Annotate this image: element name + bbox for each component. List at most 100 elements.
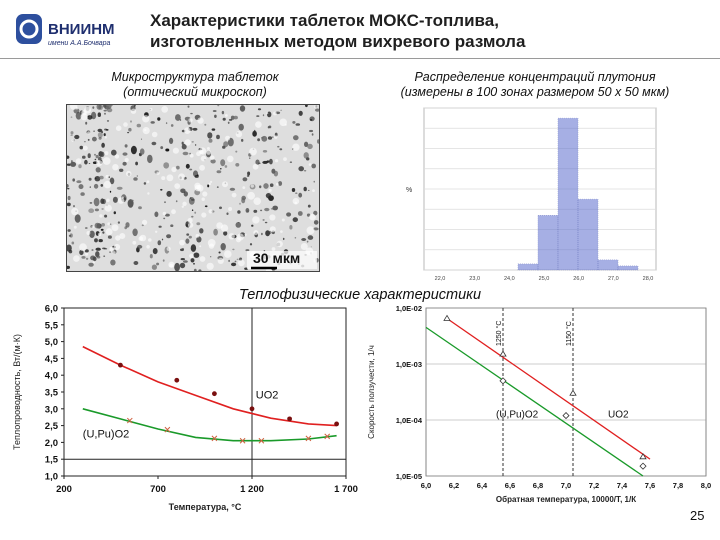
pore-spot <box>239 202 241 205</box>
pore-spot <box>261 136 264 139</box>
pore-spot <box>81 256 86 259</box>
pore-spot <box>307 204 311 208</box>
pore-spot <box>143 182 147 185</box>
y-tick-label: 5,5 <box>45 320 59 331</box>
pore-spot <box>315 108 320 112</box>
creep-rate-chart: 1,0E-02 1,0E-03 1,0E-04 1,0E-05 6,0 6,2 6,4 6,6… <box>360 300 720 520</box>
pore-spot <box>262 114 265 117</box>
pore-spot <box>85 121 88 125</box>
pore-spot <box>207 184 210 188</box>
pore-spot <box>135 161 138 166</box>
grain-highlight <box>244 233 247 236</box>
grain-highlight <box>252 216 260 224</box>
pore-spot <box>303 186 307 192</box>
pore-spot <box>109 190 112 193</box>
grain-highlight <box>80 112 88 121</box>
pore-spot <box>94 158 97 161</box>
pore-spot <box>165 122 168 125</box>
pore-spot <box>186 233 190 236</box>
pore-spot <box>88 262 94 267</box>
grain-highlight <box>130 108 137 114</box>
pore-spot <box>104 214 108 218</box>
uo2-creep-marker <box>443 314 451 321</box>
pore-spot <box>103 133 106 137</box>
pore-spot <box>96 103 102 110</box>
pore-spot <box>190 112 193 115</box>
grain-highlight <box>199 256 206 262</box>
mox-marker <box>239 437 246 444</box>
creep-y-tick-label: 1,0E-02 <box>396 304 422 313</box>
pore-spot <box>138 206 142 210</box>
thermal-conductivity-chart: 1,0 1,5 2,0 2,5 3,0 3,5 4,0 4,5 5,0 5,5 6,0 200 700 1… <box>0 300 360 520</box>
pore-spot <box>179 262 186 269</box>
pore-spot <box>270 207 275 210</box>
pore-spot <box>228 118 233 121</box>
creep-y-axis-label: Скорость ползучести, 1/ч <box>367 345 376 439</box>
pore-spot <box>102 247 106 250</box>
pore-spot <box>133 103 136 107</box>
grain-highlight <box>271 247 276 251</box>
grain-highlight <box>73 255 80 262</box>
pore-spot <box>85 257 89 260</box>
grain-highlight <box>312 189 315 192</box>
pore-spot <box>163 162 170 169</box>
grain-highlight <box>119 233 126 239</box>
pore-spot <box>212 110 217 112</box>
uo2-marker <box>212 391 217 397</box>
pore-spot <box>98 239 103 243</box>
pore-spot <box>231 262 237 267</box>
pore-spot <box>313 180 315 183</box>
pore-spot <box>309 119 313 121</box>
pore-spot <box>220 243 226 251</box>
pore-spot <box>189 168 193 171</box>
grain-highlight <box>217 257 224 264</box>
pore-spot <box>156 262 160 266</box>
histogram-bar <box>617 265 639 271</box>
pore-spot <box>130 120 132 123</box>
grain-highlight <box>125 170 132 177</box>
pore-spot <box>169 137 174 144</box>
grain-highlight <box>225 135 231 141</box>
pore-spot <box>151 141 157 146</box>
grain-highlight <box>292 197 300 205</box>
pore-spot <box>101 142 105 148</box>
pore-spot <box>255 159 260 165</box>
creep-x-tick-label: 6,2 <box>449 481 459 490</box>
pore-spot <box>272 136 274 139</box>
grain-highlight <box>184 139 191 146</box>
grain-highlight <box>275 159 279 163</box>
grain-highlight <box>104 136 107 139</box>
pore-spot <box>278 181 283 186</box>
pore-spot <box>94 238 98 243</box>
pore-spot <box>76 180 82 184</box>
pore-spot <box>294 237 297 239</box>
pore-spot <box>309 129 314 133</box>
grain-highlight <box>132 240 137 245</box>
pore-spot <box>227 121 230 124</box>
uo2-curve <box>82 345 337 427</box>
pore-spot <box>268 125 272 129</box>
pore-spot <box>307 143 313 150</box>
grain-highlight <box>146 180 150 183</box>
pore-spot <box>74 214 81 223</box>
pore-spot <box>306 240 309 243</box>
pore-spot <box>149 254 153 259</box>
histogram-caption-line-2: (измерены в 100 зонах размером 50 х 50 м… <box>400 85 670 99</box>
grain-highlight <box>102 157 111 165</box>
uo2-marker <box>249 406 255 412</box>
histogram-x-tick: 27,0 <box>608 276 619 282</box>
pore-spot <box>161 238 164 241</box>
uo2-creep-marker <box>639 453 647 460</box>
grain-highlight <box>104 151 109 156</box>
y-tick-label: 4,5 <box>45 354 59 365</box>
histogram-svg: % 22,0 23,0 24,0 25,0 26,0 27,0 28,0 <box>406 107 657 282</box>
grain-highlight <box>151 131 158 138</box>
pore-spot <box>74 134 80 140</box>
grain-highlight <box>280 230 283 233</box>
pore-spot <box>185 163 190 169</box>
grain-highlight <box>300 243 308 250</box>
grain-highlight <box>112 251 116 255</box>
pore-spot <box>103 104 107 108</box>
histogram-x-tick: 28,0 <box>643 276 654 282</box>
pore-spot <box>260 209 263 212</box>
